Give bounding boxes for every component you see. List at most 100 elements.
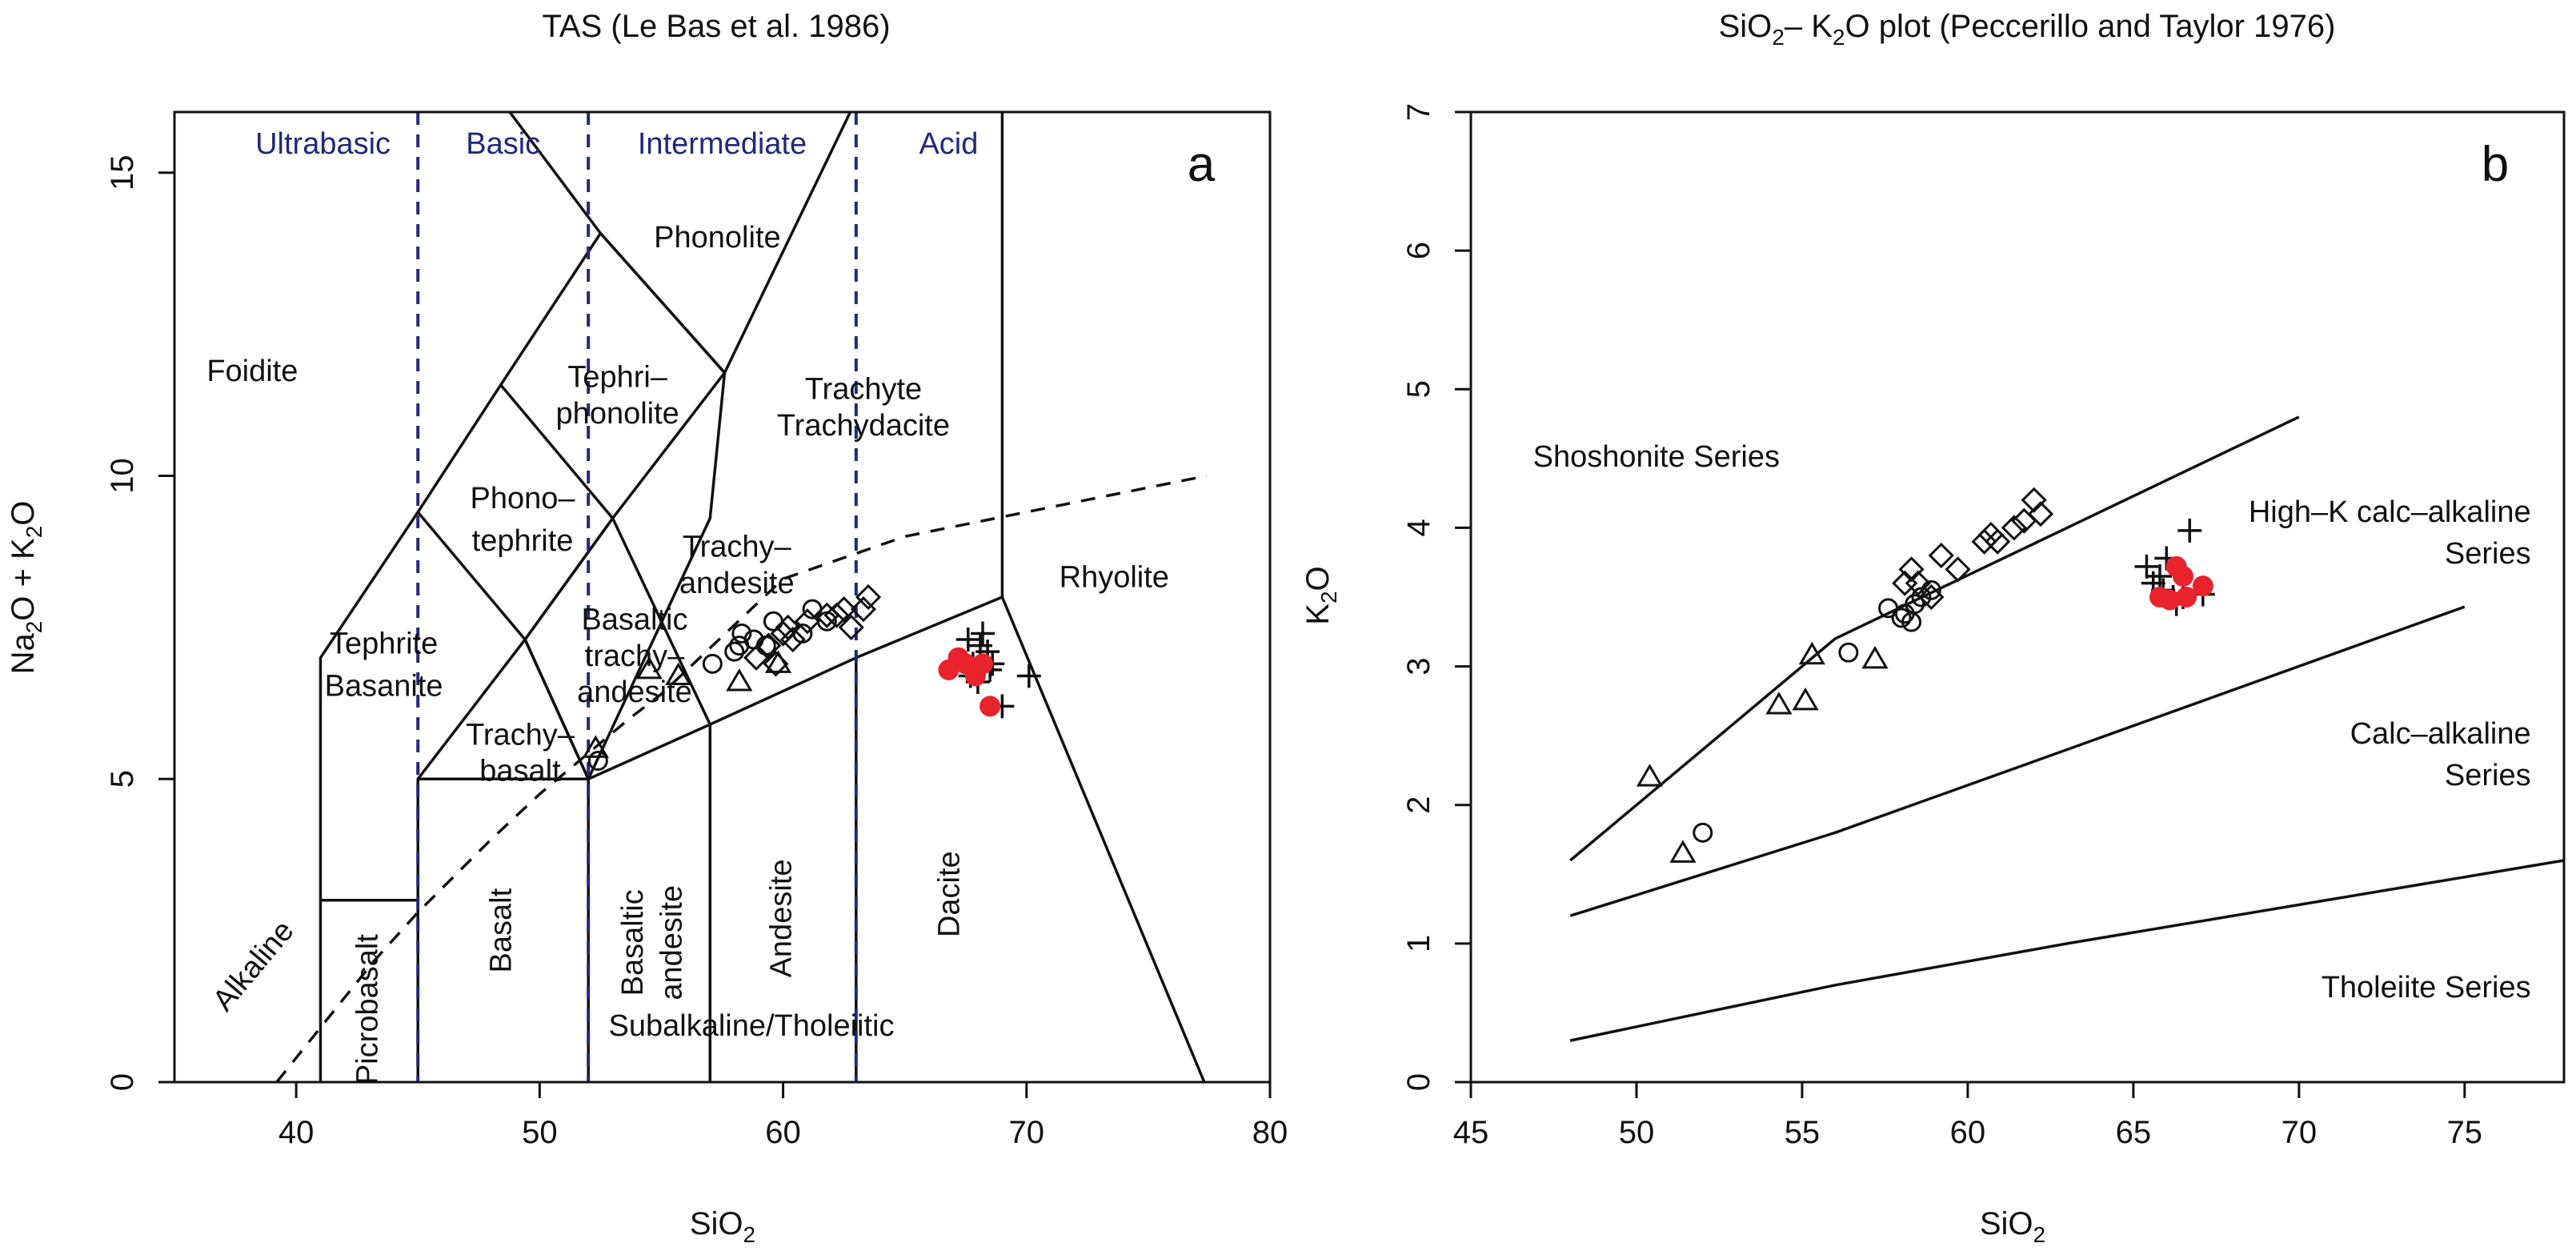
tas-panel-letter: a	[1188, 137, 1216, 192]
k2o-boundary-line	[1569, 605, 2466, 917]
tas-rotated-region-label: Basaltic	[616, 889, 650, 996]
k2o-y-tick-label: 2	[1401, 796, 1436, 814]
tas-point-diamonds	[823, 602, 850, 628]
k2o-y-tick-label: 1	[1401, 935, 1436, 952]
k2o-point-diamonds	[2001, 515, 2027, 541]
k2o-point-triangles	[1765, 692, 1793, 715]
k2o-x-tick-label: 60	[1950, 1115, 1986, 1150]
tas-y-tick-label: 5	[105, 770, 140, 788]
tas-region-label: andesite	[679, 567, 795, 600]
tas-point-diamonds	[763, 651, 789, 677]
tas-alkaline-divider	[275, 474, 1208, 1082]
tas-point-plus	[971, 621, 996, 646]
k2o-point-red	[2172, 566, 2193, 587]
tas-silica-category-labels: Ultrabasic Basic Intermediate Acid	[255, 127, 978, 161]
tas-region-label: Subalkaline/Tholeiitic	[609, 1009, 895, 1043]
k2o-series-labels: Shoshonite Series High–K calc–alkaline Ser…	[1533, 440, 2531, 1004]
tas-panel: TAS (Le Bas et al. 1986) Ultrabasic Basic…	[6, 9, 1288, 1247]
tas-rotated-region-label: Andesite	[765, 860, 799, 978]
k2o-point-diamonds	[1971, 528, 1997, 555]
k2o-panel: SiO2– K2O plot (Peccerillo and Taylor 19…	[1300, 9, 2566, 1247]
tas-silica-category-label: Ultrabasic	[255, 127, 391, 161]
tas-x-tick-label: 60	[765, 1115, 801, 1150]
k2o-y-tick-label: 4	[1401, 519, 1436, 536]
tas-region-label: trachy–	[585, 640, 685, 673]
k2o-boundary-line	[1569, 415, 2300, 862]
tas-point-diamonds	[779, 626, 806, 653]
k2o-point-triangles	[1669, 840, 1697, 863]
tas-point-triangles	[665, 662, 692, 685]
tas-point-plus	[1016, 664, 1041, 688]
k2o-point-diamonds	[1918, 583, 1945, 611]
k2o-point-diamonds	[1898, 556, 1925, 583]
k2o-point-red	[2159, 589, 2181, 611]
tas-x-axis-label: SiO2	[690, 1206, 755, 1247]
k2o-x-axis: 45 50 55 60 65 70 75	[1453, 1082, 2482, 1150]
k2o-series-label: Calc–alkaline	[2350, 717, 2531, 751]
tas-boundary-line	[523, 639, 590, 780]
tas-point-diamonds	[831, 596, 857, 623]
tas-alkaline-subalkaline-line	[275, 474, 1208, 1082]
k2o-y-tick-label: 6	[1401, 242, 1436, 259]
k2o-y-tick-label: 3	[1401, 657, 1436, 675]
k2o-y-axis: 0 1 2 3 4 5 6 7	[1401, 103, 1471, 1091]
k2o-x-tick-label: 65	[2116, 1115, 2152, 1150]
tas-region-label: Foidite	[206, 355, 298, 388]
tas-data-points	[582, 583, 1041, 772]
tas-y-axis: 0 5 10 15	[105, 155, 174, 1091]
tas-region-label: Basanite	[325, 670, 443, 704]
k2o-point-circles	[1891, 607, 1912, 628]
tas-rotated-region-label: Dacite	[933, 851, 967, 937]
k2o-series-boundaries	[1569, 415, 2565, 1042]
tas-boundary-line	[418, 595, 1206, 1082]
k2o-point-plus	[2134, 554, 2159, 579]
tas-y-tick-label: 15	[105, 155, 140, 191]
k2o-title: SiO2– K2O plot (Peccerillo and Taylor 19…	[1719, 9, 2336, 50]
tas-x-tick-label: 50	[522, 1115, 558, 1150]
k2o-series-label: Shoshonite Series	[1533, 440, 1780, 474]
tas-region-label: Tephrite	[330, 628, 438, 661]
tas-point-triangles	[635, 656, 663, 680]
tas-point-circles	[724, 641, 745, 662]
k2o-point-diamonds	[2027, 500, 2054, 527]
tas-point-diamonds	[794, 608, 821, 635]
k2o-point-red	[2192, 575, 2213, 597]
tas-point-diamonds	[755, 632, 782, 659]
k2o-point-diamonds	[1928, 542, 1954, 569]
k2o-series-label: Series	[2445, 759, 2531, 792]
tas-point-red	[980, 696, 1001, 717]
k2o-point-diamonds	[1945, 556, 1971, 583]
k2o-x-tick-label: 75	[2447, 1115, 2483, 1150]
k2o-boundary-line	[1569, 859, 2565, 1042]
k2o-x-tick-label: 55	[1785, 1115, 1821, 1150]
k2o-panel-letter: b	[2482, 137, 2509, 192]
k2o-x-tick-label: 50	[1619, 1115, 1655, 1150]
tas-region-label: phonolite	[556, 397, 679, 431]
tas-region-label: Trachyte	[805, 372, 922, 406]
tas-boundary-line	[599, 232, 726, 374]
tas-point-diamonds	[743, 644, 770, 671]
k2o-x-tick-label: 70	[2282, 1115, 2318, 1150]
tas-point-triangles	[582, 735, 609, 758]
k2o-series-label: High–K calc–alkaline	[2249, 495, 2531, 529]
tas-x-axis: 40 50 60 70 80	[278, 1082, 1288, 1150]
k2o-point-triangles	[1636, 764, 1664, 787]
tas-point-red	[972, 653, 994, 675]
tas-rotated-region-label: Picrobasalt	[351, 934, 384, 1085]
tas-region-label: Basaltic	[581, 603, 687, 636]
tas-region-label: basalt	[479, 755, 561, 788]
tas-point-circles	[731, 623, 752, 644]
k2o-y-tick-label: 7	[1401, 103, 1436, 121]
k2o-point-diamonds	[1977, 521, 2005, 548]
tas-point-triangles	[726, 668, 753, 692]
k2o-y-axis-label: K2O	[1300, 566, 1341, 624]
k2o-point-plus	[2177, 518, 2202, 543]
tas-point-diamonds	[855, 583, 882, 611]
tas-x-tick-label: 40	[278, 1115, 314, 1150]
tas-silica-category-label: Basic	[466, 127, 540, 161]
tas-y-tick-label: 0	[105, 1073, 140, 1091]
tas-point-diamonds	[775, 614, 801, 640]
tas-point-plus	[955, 628, 980, 652]
tas-point-diamonds	[838, 614, 864, 640]
k2o-y-tick-label: 5	[1401, 380, 1436, 398]
